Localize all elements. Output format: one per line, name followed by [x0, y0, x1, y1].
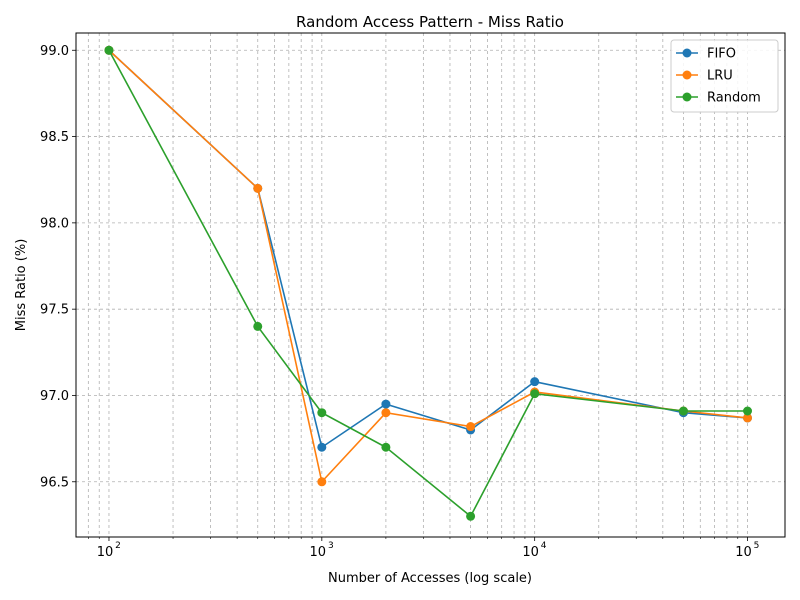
data-point-lru	[466, 422, 476, 432]
data-point-random	[381, 442, 391, 452]
series-line-random	[108, 49, 748, 518]
x-tick-label-exponent: 2	[115, 541, 121, 551]
y-tick-label: 98.5	[40, 130, 69, 145]
data-point-random	[678, 406, 688, 416]
data-point-lru	[317, 477, 327, 487]
legend-label-lru: LRU	[707, 69, 733, 84]
data-point-lru	[743, 413, 753, 423]
data-point-random	[743, 406, 753, 416]
x-tick-label: 10	[97, 545, 114, 560]
series-layer	[104, 45, 753, 521]
legend-label-fifo: FIFO	[707, 47, 736, 62]
x-axis-title: Number of Accesses (log scale)	[328, 571, 532, 586]
data-point-lru	[253, 183, 263, 193]
legend: FIFO LRU Random	[670, 39, 779, 113]
legend-box	[670, 39, 779, 113]
data-point-random	[466, 511, 476, 521]
y-tick-label: 99.0	[40, 44, 69, 59]
data-point-lru	[381, 408, 391, 418]
x-tick-label: 10	[522, 545, 539, 560]
y-tick-label: 98.0	[40, 216, 69, 231]
data-point-fifo	[317, 442, 327, 452]
data-point-random	[317, 408, 327, 418]
legend-swatch-marker	[682, 70, 692, 80]
data-point-random	[253, 321, 263, 331]
legend-label-random: Random	[707, 91, 761, 106]
legend-swatch-marker	[682, 92, 692, 102]
x-tick-label-exponent: 5	[754, 541, 760, 551]
axes: 10 2 10 3 10 4 10 596.597.097.598.098.599.0	[40, 44, 759, 560]
y-tick-label: 96.5	[40, 475, 69, 490]
data-point-fifo	[381, 399, 391, 409]
grid	[76, 33, 785, 537]
x-tick-label: 10	[310, 545, 327, 560]
data-point-fifo	[530, 377, 540, 387]
y-tick-label: 97.0	[40, 389, 69, 404]
data-point-random	[530, 389, 540, 399]
chart-title: Random Access Pattern - Miss Ratio	[296, 13, 564, 31]
data-point-random	[104, 45, 114, 55]
x-tick-label: 10	[735, 545, 752, 560]
x-tick-label-exponent: 3	[328, 541, 334, 551]
x-tick-label-exponent: 4	[541, 541, 547, 551]
y-axis-title: Miss Ratio (%)	[14, 239, 29, 332]
y-tick-label: 97.5	[40, 303, 69, 318]
plot-frame	[75, 32, 786, 538]
legend-swatch-marker	[682, 48, 692, 58]
